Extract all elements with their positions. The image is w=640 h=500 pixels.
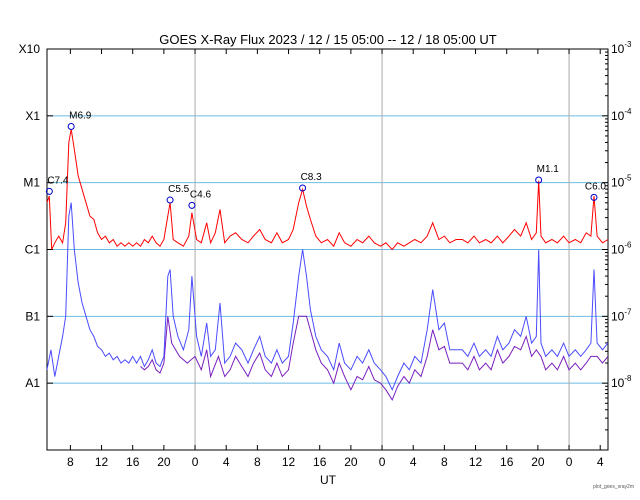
x-tick-label-10: 0 <box>379 455 386 469</box>
series-line-0 <box>46 129 609 251</box>
flare-markers: C7.4 M6.9 C5.5 C4.6 C8.3 M1.1 C6.0 <box>45 111 607 209</box>
x-tick-label-14: 16 <box>500 455 514 469</box>
class-label-B1: B1 <box>25 309 40 323</box>
x-tick-label-12: 8 <box>441 455 448 469</box>
grid-lines <box>47 49 608 450</box>
x-tick-label-16: 0 <box>566 455 573 469</box>
right-tick-label-5: 10-8 <box>611 374 632 390</box>
x-tick-label-13: 12 <box>469 455 483 469</box>
flare-label-0: C7.4 <box>47 175 69 186</box>
x-axis-label: UT <box>320 473 337 487</box>
x-tick-label-6: 8 <box>254 455 261 469</box>
right-axis-ticks: 10-3 10-4 10-5 10-6 10-7 10-8 <box>602 40 632 431</box>
series-line-2 <box>140 315 609 401</box>
flare-label-2: C5.5 <box>168 184 190 195</box>
class-label-A1: A1 <box>25 376 40 390</box>
chart-title: GOES X-Ray Flux 2023 / 12 / 15 05:00 -- … <box>159 32 497 47</box>
flare-label-3: C4.6 <box>190 189 212 200</box>
flare-label-5: M1.1 <box>537 164 560 175</box>
x-tick-label-2: 16 <box>126 455 140 469</box>
series-line-1 <box>46 202 609 392</box>
flare-marker-0 <box>45 187 53 195</box>
class-label-C1: C1 <box>25 243 41 257</box>
right-tick-label-1: 10-4 <box>611 107 632 123</box>
right-tick-label-3: 10-6 <box>611 241 632 257</box>
class-label-X1: X1 <box>25 109 40 123</box>
x-tick-label-1: 12 <box>95 455 109 469</box>
flare-marker-1 <box>67 123 75 131</box>
x-tick-label-17: 4 <box>597 455 604 469</box>
right-tick-label-0: 10-3 <box>611 40 632 56</box>
left-axis-classes: A1 B1 C1 M1 X1 X10 <box>19 42 53 390</box>
x-tick-label-7: 12 <box>282 455 296 469</box>
class-label-M1: M1 <box>23 176 40 190</box>
right-tick-label-2: 10-5 <box>611 174 632 190</box>
x-tick-label-0: 8 <box>67 455 74 469</box>
data-series <box>46 129 609 401</box>
flare-marker-4 <box>299 184 307 192</box>
flare-marker-5 <box>535 176 543 184</box>
x-tick-label-5: 4 <box>223 455 230 469</box>
x-tick-label-9: 20 <box>344 455 358 469</box>
x-tick-label-11: 4 <box>410 455 417 469</box>
flare-label-1: M6.9 <box>69 111 92 122</box>
flare-marker-6 <box>590 193 598 201</box>
right-tick-label-4: 10-7 <box>611 307 632 323</box>
x-tick-label-15: 20 <box>531 455 545 469</box>
x-tick-label-4: 0 <box>192 455 199 469</box>
class-label-X10: X10 <box>19 42 41 56</box>
flare-marker-2 <box>166 196 174 204</box>
flare-label-6: C6.0 <box>585 181 607 192</box>
x-axis-ticks: 8 12 16 20 0 4 8 12 16 20 0 4 8 12 16 20 0 4 <box>67 49 604 469</box>
flare-label-4: C8.3 <box>301 172 323 183</box>
x-tick-label-8: 16 <box>313 455 327 469</box>
x-tick-label-3: 20 <box>157 455 171 469</box>
credit-text: plot_goes_xray2m <box>593 484 634 490</box>
flare-marker-3 <box>188 201 196 209</box>
